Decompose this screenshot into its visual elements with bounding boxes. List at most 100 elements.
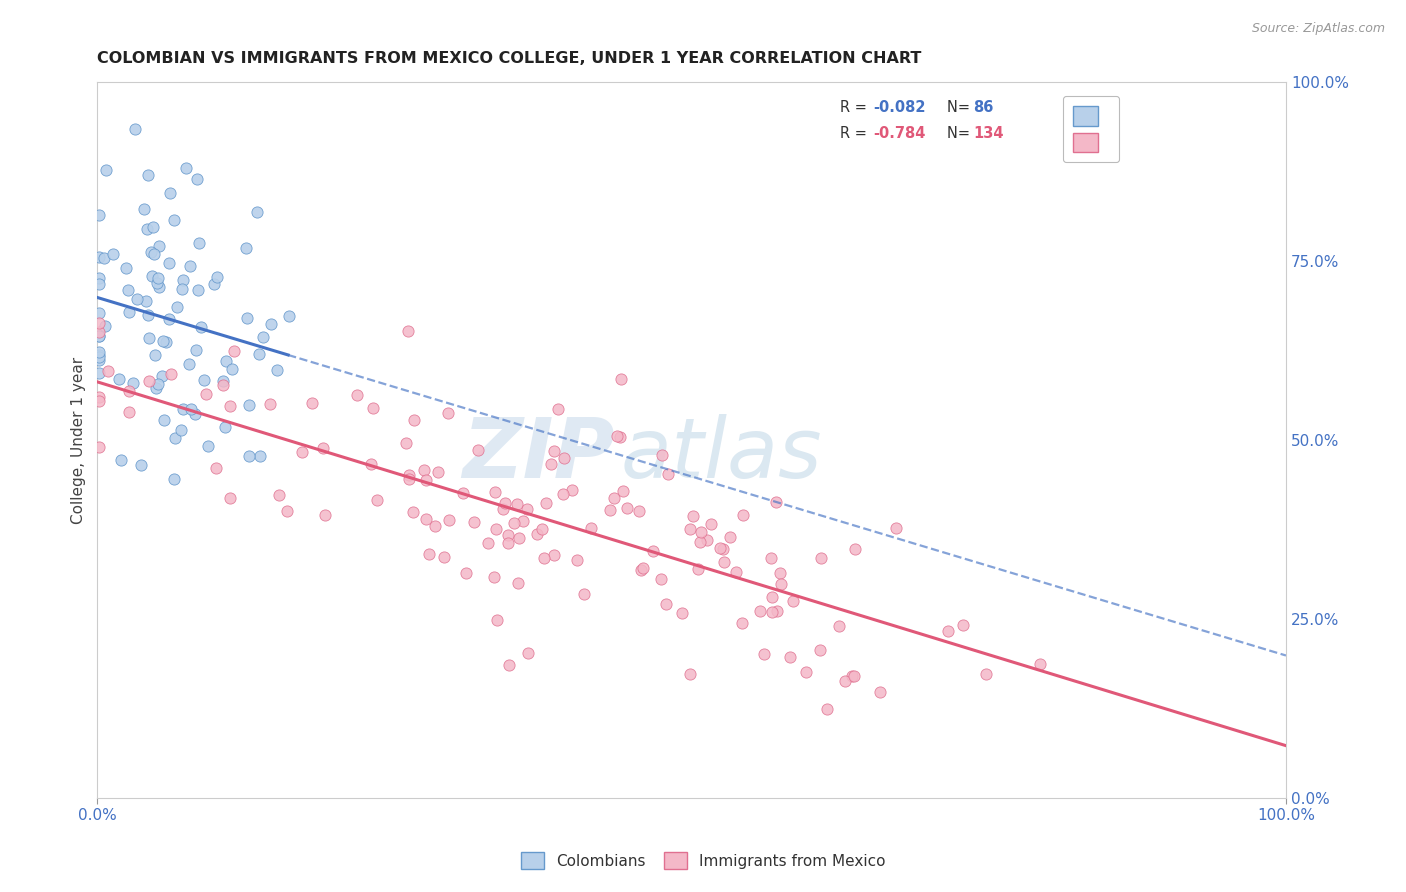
Point (152, 413, 174, 427)
Point (496, 527, 519, 541)
Point (688, 562, 710, 576)
Point (547, 401, 569, 416)
Point (413, 463, 436, 477)
Point (689, 535, 711, 549)
Point (143, 348, 166, 362)
Point (172, 273, 194, 287)
Point (87, 351, 110, 365)
Point (148, 377, 170, 392)
Legend: , : , (1063, 96, 1119, 162)
Point (651, 448, 673, 462)
Point (759, 550, 782, 565)
Point (87, 329, 110, 343)
Point (238, 398, 260, 412)
Point (534, 496, 557, 510)
Point (87, 348, 110, 362)
Point (841, 668, 863, 682)
Point (157, 312, 180, 326)
Point (117, 405, 139, 419)
Point (247, 347, 270, 361)
Legend: Colombians, Immigrants from Mexico: Colombians, Immigrants from Mexico (515, 846, 891, 875)
Point (679, 666, 702, 681)
Text: -0.082: -0.082 (873, 100, 927, 115)
Point (655, 597, 678, 611)
Point (291, 445, 314, 459)
Point (315, 508, 337, 522)
Point (612, 483, 634, 498)
Point (834, 674, 856, 689)
Point (456, 566, 478, 581)
Point (93, 251, 115, 265)
Point (160, 368, 183, 382)
Point (731, 508, 754, 522)
Point (696, 533, 718, 547)
Point (94, 319, 117, 334)
Point (170, 423, 193, 437)
Point (165, 431, 187, 445)
Point (731, 616, 754, 631)
Text: R =: R = (841, 100, 872, 115)
Point (110, 452, 132, 467)
Point (94, 162, 117, 177)
Point (494, 496, 516, 510)
Point (769, 577, 792, 591)
Point (87, 353, 110, 368)
Point (129, 458, 152, 473)
Text: N=: N= (948, 100, 974, 115)
Point (235, 241, 257, 255)
Point (150, 368, 173, 383)
Point (87, 366, 110, 380)
Point (561, 483, 583, 498)
Point (219, 399, 242, 413)
Point (138, 331, 160, 345)
Point (516, 502, 538, 516)
Point (87, 393, 110, 408)
Point (630, 563, 652, 577)
Point (682, 508, 704, 523)
Point (725, 565, 748, 579)
Point (952, 618, 974, 632)
Point (526, 527, 548, 541)
Point (188, 236, 211, 251)
Y-axis label: College, Under 1 year: College, Under 1 year (72, 357, 86, 524)
Point (782, 594, 804, 608)
Point (553, 451, 575, 466)
Point (212, 378, 235, 392)
Point (193, 373, 215, 387)
Point (87, 317, 110, 331)
Point (125, 292, 148, 306)
Point (842, 669, 865, 683)
Point (267, 488, 290, 502)
Point (202, 277, 225, 291)
Point (709, 541, 731, 555)
Point (346, 388, 368, 402)
Point (135, 293, 157, 308)
Point (172, 401, 194, 416)
Point (398, 467, 420, 482)
Point (180, 402, 202, 417)
Point (249, 449, 271, 463)
Point (609, 430, 631, 444)
Point (266, 362, 288, 376)
Point (136, 168, 159, 182)
Point (277, 310, 299, 324)
Text: COLOMBIAN VS IMMIGRANTS FROM MEXICO COLLEGE, UNDER 1 YEAR CORRELATION CHART: COLOMBIAN VS IMMIGRANTS FROM MEXICO COLL… (97, 51, 922, 66)
Point (606, 429, 628, 443)
Point (238, 449, 260, 463)
Point (496, 536, 519, 550)
Point (828, 619, 851, 633)
Point (146, 276, 169, 290)
Point (415, 511, 437, 525)
Point (159, 186, 181, 200)
Point (155, 334, 177, 349)
Point (609, 372, 631, 386)
Point (506, 575, 529, 590)
Point (657, 467, 679, 481)
Point (136, 222, 159, 236)
Point (197, 439, 219, 453)
Point (141, 268, 163, 283)
Point (87, 325, 110, 339)
Point (752, 647, 775, 661)
Point (148, 280, 170, 294)
Point (810, 550, 832, 565)
